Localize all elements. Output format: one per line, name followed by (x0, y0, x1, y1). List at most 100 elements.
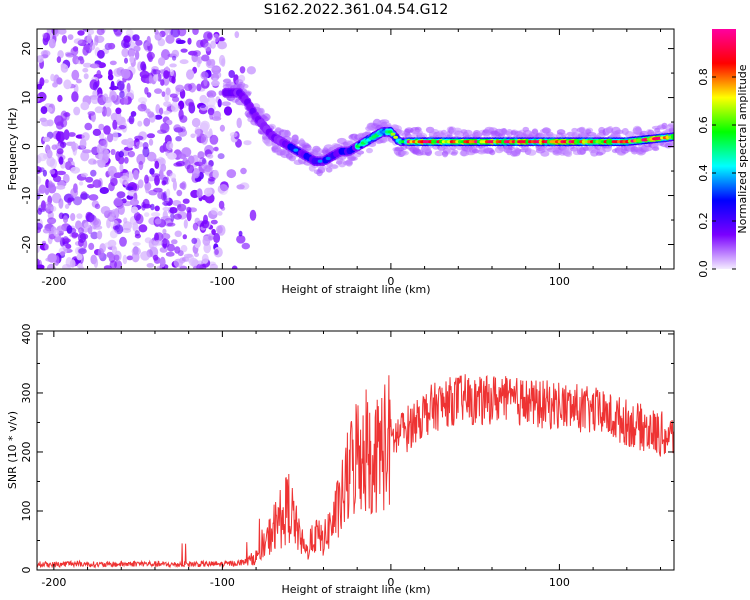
spectrogram-noise-blob (40, 200, 46, 211)
colorbar-tick-label: 0.2 (697, 212, 710, 230)
spectrogram-noise-blob (167, 243, 175, 252)
spectrogram-noise-blob (60, 251, 66, 256)
spectrogram-halo-blob (350, 156, 358, 161)
x-tick-label: -100 (210, 576, 235, 589)
snr-series-line (37, 374, 674, 569)
spectrogram-noise-blob (116, 191, 126, 199)
spectrogram-noise-blob (186, 206, 192, 213)
spectrogram-noise-blob (150, 203, 155, 211)
y-tick-label: -20 (20, 236, 33, 254)
spectrogram-noise-blob (80, 151, 90, 162)
spectrogram-noise-blob (70, 142, 79, 151)
spectrogram-noise-blob (61, 35, 68, 44)
spectrogram-noise-blob (84, 122, 93, 131)
spectrogram-noise-blob (67, 34, 74, 40)
spectrogram-noise-blob (77, 30, 85, 36)
spectrogram-halo-blob (582, 146, 590, 152)
spectrogram-noise-blob (53, 175, 62, 183)
spectrogram-noise-blob (239, 66, 246, 74)
spectrogram-noise-blob (90, 169, 97, 177)
spectrogram-noise-blob (85, 176, 94, 183)
spectrogram-noise-blob (119, 175, 129, 185)
spectrogram-noise-blob (75, 220, 82, 230)
spectrogram-noise-blob (146, 263, 155, 268)
spectrogram-noise-blob (37, 207, 43, 215)
spectrogram-ridge-core (317, 159, 323, 163)
spectrogram-noise-blob (173, 127, 184, 133)
spectrogram-noise-blob (113, 197, 124, 208)
x-tick-label: -200 (41, 576, 66, 589)
spectrogram-noise-blob (123, 217, 128, 224)
spectrogram-noise-blob (196, 260, 205, 265)
spectrogram-noise-blob (142, 146, 150, 158)
spectrogram-halo-blob (356, 150, 365, 155)
spectrogram-noise-blob (172, 200, 182, 206)
spectrogram-halo-blob (366, 147, 373, 154)
x-tick-label: -200 (41, 275, 66, 288)
spectrogram-noise-blob (50, 73, 55, 82)
spectrogram-noise-blob (162, 206, 170, 212)
spectrogram-noise-blob (165, 87, 171, 96)
spectrogram-noise-blob (192, 265, 200, 269)
spectrogram-noise-blob (217, 153, 225, 160)
spectrogram-noise-blob (89, 63, 100, 69)
spectrogram-noise-blob (162, 210, 168, 221)
spectrogram-noise-blob (65, 243, 72, 249)
spectrogram-noise-blob (60, 141, 67, 148)
spectrogram-noise-blob (213, 232, 221, 244)
spectrogram-noise-blob (80, 101, 90, 111)
spectrogram-noise-blob (82, 149, 92, 154)
spectrogram-noise-blob (127, 150, 135, 158)
spectrogram-noise-blob (169, 93, 178, 98)
spectrogram-noise-blob (176, 189, 183, 197)
spectrogram-noise-blob (81, 132, 90, 141)
spectrogram-noise-blob (133, 45, 141, 52)
spectrogram-noise-blob (57, 29, 67, 35)
spectrogram-halo-blob (615, 129, 624, 135)
spectrogram-noise-blob (97, 62, 106, 69)
spectrogram-noise-blob (162, 239, 168, 244)
colorbar-scale (712, 29, 736, 269)
spectrogram-noise-blob (219, 124, 225, 132)
spectrogram-ridge-core (325, 156, 331, 161)
spectrogram-noise-blob (134, 50, 140, 60)
spectrogram-noise-blob (154, 232, 159, 242)
spectrogram-noise-blob (209, 263, 218, 269)
spectrogram-halo-blob (595, 151, 604, 156)
spectrogram-noise-blob (122, 254, 128, 265)
spectrogram-noise-blob (144, 87, 149, 95)
spectrogram-noise-blob (56, 170, 66, 176)
spectrogram-noise-blob (207, 32, 212, 39)
spectrogram-halo-blob (263, 138, 271, 145)
spectrogram-noise-blob (203, 242, 211, 254)
spectrogram-marks (37, 29, 674, 269)
spectrogram-noise-blob (37, 264, 45, 269)
spectrogram-noise-blob (64, 204, 70, 209)
spectrogram-noise-blob (78, 248, 87, 255)
spectrogram-noise-blob (126, 137, 135, 149)
spectrogram-noise-blob (94, 35, 105, 43)
spectrogram-noise-blob (108, 42, 116, 50)
spectrogram-noise-blob (57, 94, 63, 103)
spectrogram-noise-blob (100, 148, 109, 156)
spectrogram-noise-blob (54, 115, 64, 126)
spectrogram-halo-blob (508, 146, 515, 150)
spectrogram-noise-blob (185, 98, 194, 107)
spectrogram-noise-blob (169, 172, 176, 180)
spectrogram-noise-blob (174, 246, 181, 254)
spectrogram-noise-blob (138, 97, 148, 104)
spectrogram-noise-blob (176, 39, 186, 45)
spectrogram-noise-blob (53, 29, 60, 37)
spectrogram-noise-blob (157, 156, 164, 164)
spectrogram-noise-blob (83, 62, 92, 68)
spectrogram-noise-blob (92, 89, 98, 98)
spectrogram-halo-blob (284, 129, 291, 138)
spectrogram-noise-blob (124, 57, 128, 64)
spectrogram-noise-blob (94, 106, 104, 114)
spectrogram-noise-blob (60, 64, 69, 73)
spectrogram-noise-blob (78, 227, 84, 234)
spectrogram-noise-blob (209, 134, 219, 145)
spectrogram-halo-blob (501, 128, 508, 135)
spectrogram-noise-blob (218, 54, 226, 66)
